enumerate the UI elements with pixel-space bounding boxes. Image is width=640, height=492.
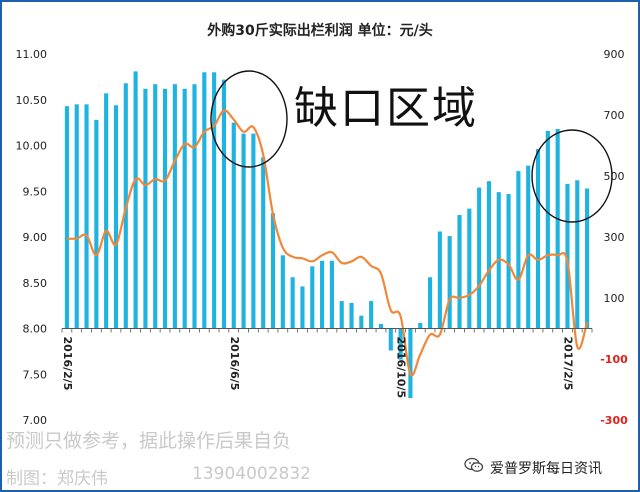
bar xyxy=(153,84,158,329)
right-axis-tick-label: -100 xyxy=(600,353,628,366)
bar xyxy=(565,183,570,329)
x-axis-tick-label: 2016/6/5 xyxy=(228,337,241,391)
chart-title: 外购30斤实际出栏利润 单位：元/头 xyxy=(207,22,432,39)
bar xyxy=(84,104,89,329)
right-axis-tick-label: 100 xyxy=(604,292,625,305)
bar xyxy=(437,231,442,329)
disclaimer-watermark: 预测只做参考，据此操作后果自负 xyxy=(6,430,292,452)
profit-line xyxy=(66,109,589,377)
bar xyxy=(94,119,99,329)
bar xyxy=(251,133,256,329)
x-axis-tick-label: 2017/2/5 xyxy=(562,337,575,391)
bar xyxy=(378,323,384,329)
bar xyxy=(270,213,276,329)
left-axis-tick-label: 9.50 xyxy=(23,185,48,198)
bar xyxy=(555,129,560,329)
phone-watermark: 13904002832 xyxy=(192,464,311,484)
right-axis-tick-label: 500 xyxy=(604,170,625,183)
bar xyxy=(320,260,325,329)
bar xyxy=(329,260,334,329)
bar xyxy=(300,286,305,329)
right-axis-tick-label: 700 xyxy=(604,109,625,122)
left-axis-tick-label: 11.00 xyxy=(16,48,48,61)
bar xyxy=(457,215,462,329)
bar xyxy=(388,328,393,351)
bar xyxy=(64,106,69,329)
bar xyxy=(575,180,580,329)
gap-region-annotation: 缺口区域 xyxy=(294,83,478,134)
bar xyxy=(418,323,423,329)
bar xyxy=(133,71,138,329)
bar xyxy=(447,236,452,329)
x-axis-tick-label: 2016/2/5 xyxy=(61,337,74,391)
left-axis-tick-label: 8.00 xyxy=(23,323,48,336)
left-axis-tick-label: 10.00 xyxy=(16,140,48,153)
bar xyxy=(280,255,285,329)
right-axis-tick-label: 900 xyxy=(604,48,625,61)
wechat-icon xyxy=(464,457,484,472)
bar xyxy=(545,130,550,329)
bar xyxy=(477,187,482,329)
bar xyxy=(74,104,79,329)
bar xyxy=(398,328,403,360)
bar xyxy=(427,277,433,329)
bar xyxy=(182,88,187,329)
right-axis-tick-label: -300 xyxy=(600,414,628,427)
bar xyxy=(172,84,177,329)
bar xyxy=(241,133,246,329)
bar xyxy=(486,181,492,329)
bar xyxy=(310,266,315,329)
x-axis-tick-label: 2016/10/5 xyxy=(395,337,408,399)
bar xyxy=(516,171,521,329)
bar xyxy=(467,208,472,329)
author-watermark: 制图：郑庆伟 xyxy=(6,469,108,489)
bar xyxy=(104,93,109,329)
left-axis-tick-label: 10.50 xyxy=(16,94,48,107)
gap-circle-right xyxy=(531,129,613,223)
bar xyxy=(506,193,511,329)
bar xyxy=(192,84,197,329)
bar xyxy=(231,122,236,329)
bar xyxy=(369,301,374,329)
right-axis-tick-label: 300 xyxy=(604,231,625,244)
brand-name: 爱普罗斯每日资讯 xyxy=(490,461,602,477)
bar xyxy=(349,302,354,329)
left-axis-tick-label: 9.00 xyxy=(23,231,48,244)
bar xyxy=(339,301,344,329)
left-axis-tick-label: 8.50 xyxy=(23,277,48,290)
gap-circle-left xyxy=(210,70,288,168)
left-axis-tick-label: 7.00 xyxy=(23,414,48,427)
bar xyxy=(290,277,295,329)
bar xyxy=(221,79,227,329)
left-axis-tick-label: 7.50 xyxy=(23,368,48,381)
bar xyxy=(359,315,364,329)
bar xyxy=(526,165,531,329)
bar xyxy=(162,88,168,329)
bar xyxy=(408,328,413,399)
bar xyxy=(113,105,119,329)
bar xyxy=(261,157,266,329)
bar xyxy=(585,188,590,329)
bar xyxy=(202,72,207,329)
bar xyxy=(212,72,217,329)
bar xyxy=(143,88,148,329)
bar xyxy=(535,149,541,329)
